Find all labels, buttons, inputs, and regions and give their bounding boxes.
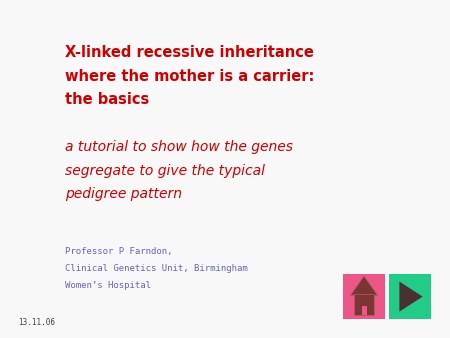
Text: a tutorial to show how the genes: a tutorial to show how the genes [65,140,293,154]
Text: segregate to give the typical: segregate to give the typical [65,164,265,178]
Polygon shape [351,276,378,295]
Polygon shape [354,294,374,315]
Bar [343,274,385,319]
Bar [361,306,367,315]
Text: Women’s Hospital: Women’s Hospital [65,281,151,290]
Text: 13.11.06: 13.11.06 [18,318,55,327]
Text: Clinical Genetics Unit, Birmingham: Clinical Genetics Unit, Birmingham [65,264,248,273]
Text: the basics: the basics [65,92,149,107]
Text: pedigree pattern: pedigree pattern [65,187,182,201]
Text: Professor P Farndon,: Professor P Farndon, [65,247,173,256]
Text: where the mother is a carrier:: where the mother is a carrier: [65,69,315,83]
Text: X-linked recessive inheritance: X-linked recessive inheritance [65,45,314,60]
Bar [389,274,431,319]
Polygon shape [400,282,423,312]
